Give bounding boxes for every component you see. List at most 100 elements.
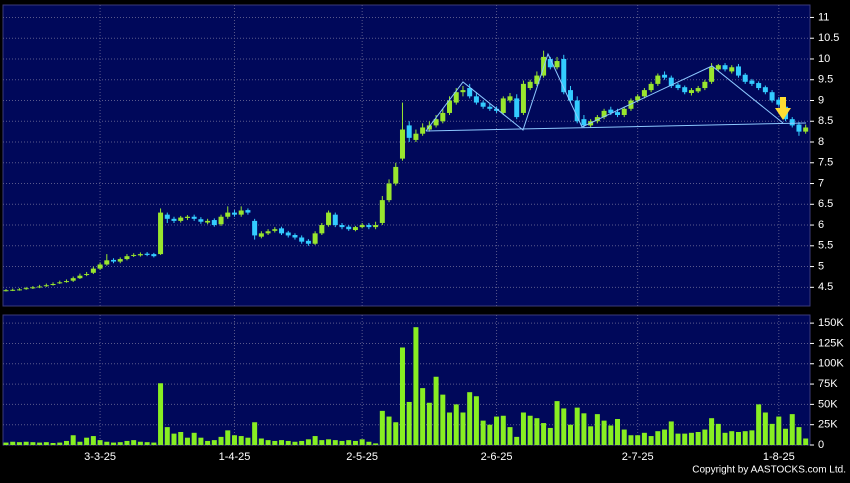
candle-body [238,210,244,215]
volume-bar [426,402,432,445]
volume-bar [16,442,22,445]
volume-bar [688,432,694,445]
price-panel [2,4,811,307]
x-tick-label: 1-4-25 [219,451,251,463]
y-tick-label: 125K [818,337,844,349]
volume-bar [494,416,500,445]
volume-bar [218,436,224,445]
candle-body [520,83,526,113]
volume-bar [352,440,358,445]
candle-body [796,124,802,132]
volume-bar [30,442,36,445]
candle-body [561,58,567,93]
volume-bar [534,418,540,445]
volume-bar [803,438,809,445]
volume-bar [601,420,607,445]
candle-body [635,96,641,101]
volume-bar [3,442,9,445]
volume-bar [339,440,345,445]
volume-bar [420,388,426,445]
volume-bar [514,436,520,445]
volume-bar [621,429,627,445]
y-tick-label: 0 [818,439,824,451]
volume-bar [131,440,137,445]
candle-body [433,119,439,126]
volume-bar [796,427,802,445]
candle-body [10,289,16,291]
volume-bar [97,440,103,445]
candle-body [756,83,762,89]
volume-bar [57,442,63,445]
y-tick-label: 8 [818,136,824,148]
volume-bar [299,440,305,445]
volume-bar [151,442,157,445]
volume-bar [124,440,130,445]
volume-bar [695,432,701,445]
y-tick-label: 150K [818,317,844,329]
volume-bar [231,435,237,445]
candle-body [231,212,237,215]
signal-arrow [775,97,791,120]
volume-bar [594,414,600,445]
candle-body [682,87,688,93]
candle-body [735,66,741,76]
volume-bar [70,435,76,445]
volume-bar [722,432,728,445]
volume-bar [500,415,506,445]
volume-bar [184,437,190,445]
candle-body [339,225,345,228]
volume-bar [682,433,688,445]
candle-body [702,81,708,89]
candle-body [460,90,466,93]
candle-body [641,90,647,97]
candle-body [507,96,513,101]
candle-body [137,254,143,256]
volume-panel [2,314,811,446]
candle-body [305,240,311,244]
volume-bar [460,412,466,445]
volume-bar [702,429,708,445]
candle-body [413,133,419,140]
candle-body [178,217,184,221]
candle-body [426,125,432,130]
candle-body [111,259,117,262]
volume-bar [709,418,715,445]
candle-body [16,289,22,291]
volume-bar [285,440,291,445]
x-tick-label: 2-5-25 [346,451,378,463]
candle-body [258,233,264,237]
candle-body [23,288,29,290]
volume-bar [205,440,211,445]
candle-body [292,235,298,238]
y-tick-label: 10 [818,53,830,65]
volume-bar [399,347,405,445]
volume-bar [346,440,352,445]
candle-body [554,61,560,68]
y-tick-label: 5 [818,260,824,272]
volume-bar [50,442,56,445]
volume-bar [547,427,553,445]
candle-body [776,99,782,105]
candle-body [359,225,365,228]
volume-bar [326,439,332,445]
volume-bar [433,376,439,445]
candle-body [171,218,177,221]
volume-bar [480,420,486,445]
volume-bar [393,422,399,445]
candle-body [225,212,231,217]
candle-body [346,226,352,230]
volume-bar [406,401,412,445]
volume-bar [742,431,748,445]
y-tick-label: 100K [818,358,844,370]
volume-bar [319,440,325,445]
candle-body [473,96,479,103]
volume-bar [305,439,311,445]
candle-body [117,259,123,262]
volume-bar [447,412,453,445]
volume-bar [735,432,741,445]
candle-body [205,220,211,223]
candle-body [447,100,453,113]
volume-bar [440,394,446,445]
volume-bar [776,416,782,445]
